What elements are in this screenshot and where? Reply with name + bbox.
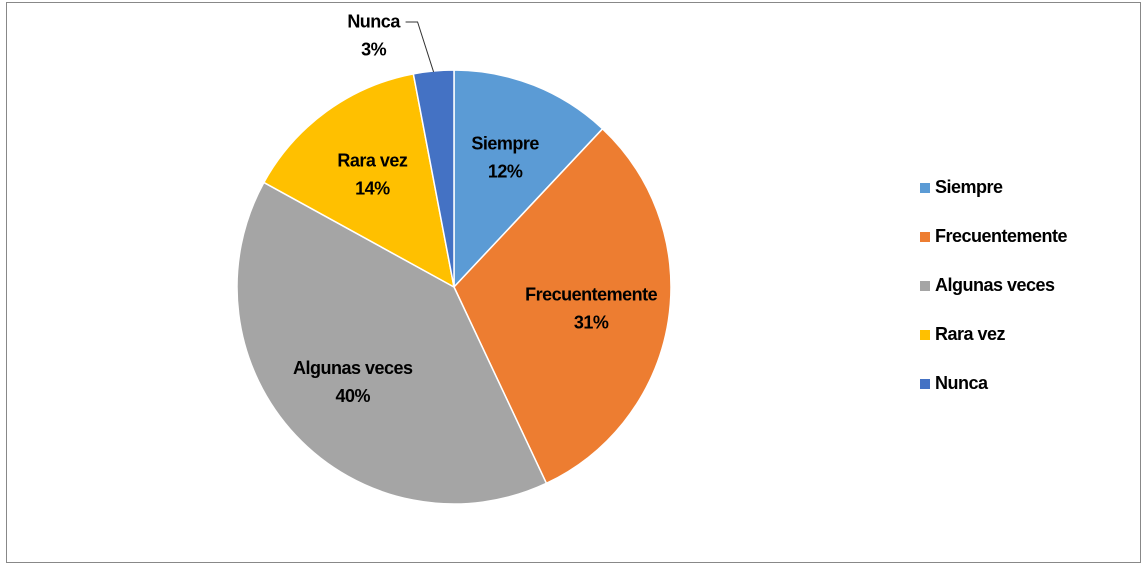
legend-swatch [920, 232, 930, 242]
data-label-category: Rara vez [337, 150, 408, 170]
pie-slice [453, 127, 672, 485]
leader-line [405, 21, 435, 73]
data-label-category: Nunca [347, 12, 401, 32]
legend-swatch [920, 281, 930, 291]
legend-label: Frecuentemente [935, 226, 1068, 246]
data-label-value: 31% [574, 312, 609, 332]
legend-label: Nunca [935, 373, 989, 393]
pie-slice [236, 181, 548, 505]
legend-label: Siempre [935, 177, 1003, 197]
legend-swatch [920, 330, 930, 340]
data-label-category: Algunas veces [293, 358, 413, 378]
data-label-category: Siempre [471, 134, 539, 154]
legend-swatch [920, 183, 930, 193]
data-label-value: 3% [361, 40, 387, 60]
pie-slice [262, 72, 456, 289]
data-label-value: 12% [488, 162, 523, 182]
legend-label: Rara vez [935, 324, 1006, 344]
pie-slice [453, 69, 604, 289]
data-label-value: 40% [335, 386, 370, 406]
data-label-category: Frecuentemente [525, 284, 658, 304]
legend-label: Algunas veces [935, 275, 1055, 295]
legend-swatch [920, 379, 930, 389]
data-label-value: 14% [355, 178, 390, 198]
